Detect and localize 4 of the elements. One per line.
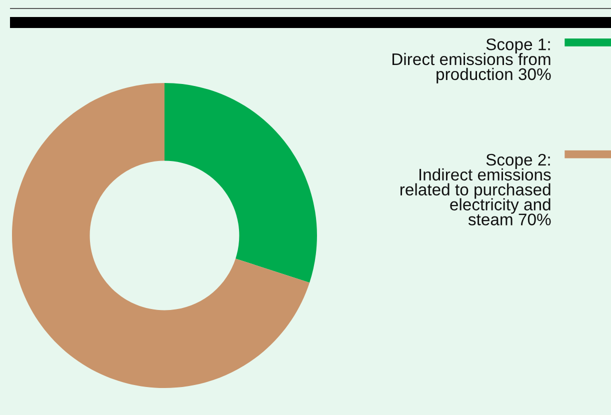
legend-label: Scope 2: Indirect emissions related to purchased electricity and steam 70%	[400, 154, 551, 226]
donut-slice	[164, 83, 317, 283]
legend-label: Scope 1: Direct emissions from production 30%	[392, 38, 551, 84]
donut-slice	[12, 83, 310, 388]
